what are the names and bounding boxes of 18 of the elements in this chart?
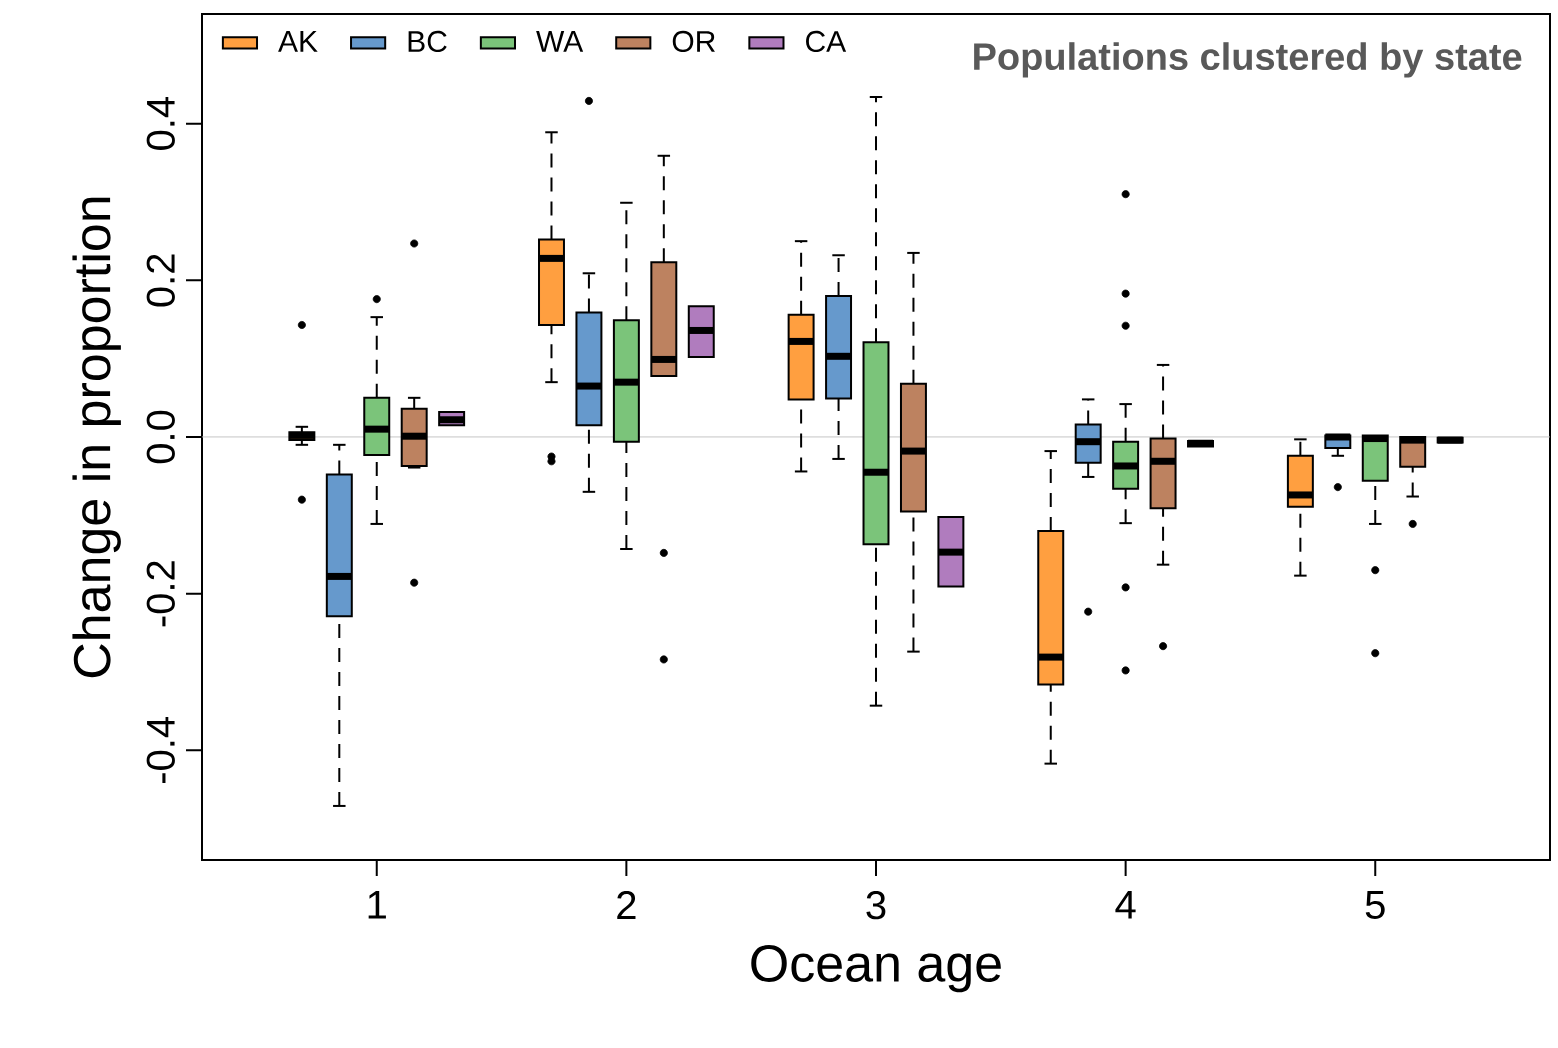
legend-label: BC: [408, 30, 447, 53]
x-tick-label: 4: [1115, 891, 1136, 919]
y-tick-label: 0.4: [146, 97, 175, 150]
y-tick-label: 0.2: [146, 254, 175, 307]
legend-label: OR: [672, 30, 715, 53]
x-tick-label: 3: [866, 891, 886, 920]
legend-label: WA: [536, 31, 584, 52]
legend-label: CA: [806, 30, 847, 53]
x-tick-label: 1: [368, 891, 386, 919]
x-tick-label: 5: [1365, 891, 1385, 919]
y-tick-label: -0.2: [146, 561, 175, 627]
y-tick-label: 0.0: [146, 410, 175, 464]
y-tick-label: -0.4: [146, 717, 175, 783]
x-tick-label: 2: [617, 891, 636, 919]
x-axis-title: Ocean age: [751, 945, 1001, 993]
y-axis-title: Change in proportion: [72, 197, 121, 678]
annotation: Populations clustered by state: [974, 42, 1522, 78]
legend-label: AK: [278, 31, 318, 52]
